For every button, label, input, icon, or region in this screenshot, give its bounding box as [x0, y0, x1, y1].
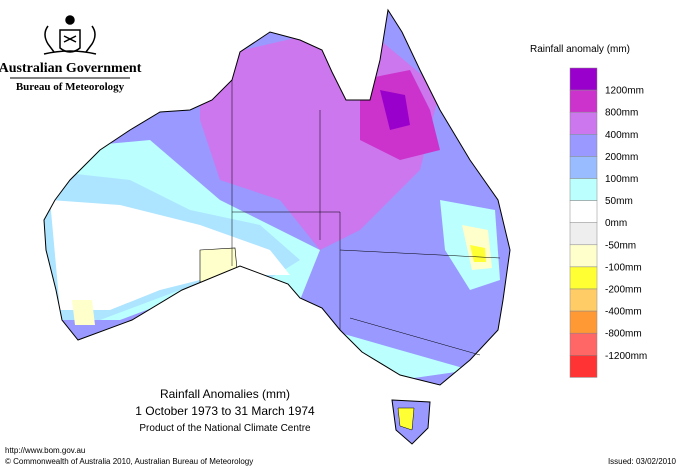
map-product: Product of the National Climate Centre: [139, 423, 311, 434]
legend-swatch: [569, 67, 598, 91]
legend-label: 1200mm: [605, 86, 644, 97]
legend-label: 50mm: [605, 196, 633, 207]
legend-label: -1200mm: [605, 351, 647, 362]
tasmania-anomaly: [397, 407, 415, 431]
legend-swatch: [569, 178, 598, 201]
bureau-name: Bureau of Meteorology: [16, 81, 125, 93]
legend-swatch: [569, 156, 598, 179]
legend-swatch: [569, 134, 598, 157]
legend-swatch: [569, 244, 598, 268]
legend-swatch: [569, 332, 598, 356]
legend-swatch: [569, 89, 598, 113]
legend-label: -800mm: [605, 329, 642, 340]
legend-label: 100mm: [605, 174, 638, 185]
legend-label: -400mm: [605, 307, 642, 318]
legend-label: -50mm: [605, 240, 636, 251]
footer-url: http://www.bom.gov.au: [5, 446, 85, 455]
legend-swatch: [569, 310, 598, 334]
legend-swatch: [569, 200, 598, 223]
state-borders: [231, 80, 501, 356]
legend-label: -200mm: [605, 285, 642, 296]
map-title: Rainfall Anomalies (mm): [160, 387, 290, 401]
legend-swatch: [569, 355, 598, 378]
legend: 1200mm 800mm 400mm 200mm 100mm 50mm 0mm -50mm -1…: [569, 67, 647, 378]
legend-label: 800mm: [605, 108, 638, 119]
legend-title: Rainfall anomaly (mm): [530, 44, 630, 55]
legend-swatch: [569, 111, 598, 135]
legend-label: 0mm: [605, 218, 627, 229]
footer-copyright: © Commonwealth of Australia 2010, Austra…: [5, 457, 253, 466]
legend-swatch: [569, 288, 598, 312]
footer-issued: Issued: 03/02/2010: [608, 457, 677, 466]
legend-swatch: [569, 266, 598, 290]
legend-swatch: [569, 222, 598, 246]
crest: [43, 15, 97, 55]
legend-label: 400mm: [605, 130, 638, 141]
agency-name: Australian Government: [0, 61, 142, 76]
map-period: 1 October 1973 to 31 March 1974: [135, 404, 315, 418]
legend-label: -100mm: [605, 262, 642, 273]
legend-label: 200mm: [605, 152, 638, 163]
